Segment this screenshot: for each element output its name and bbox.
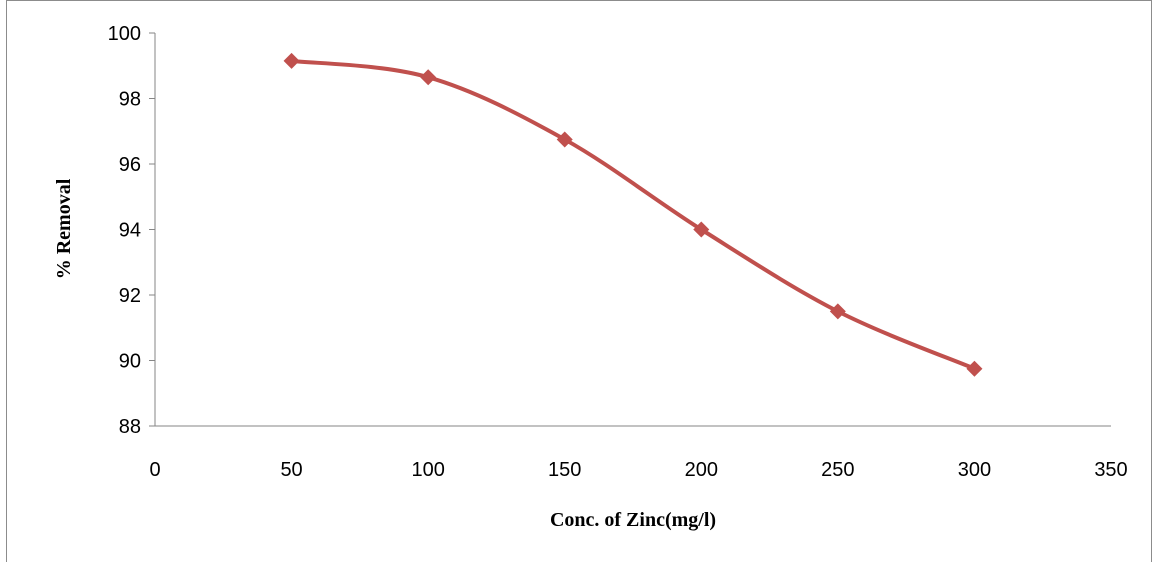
- data-point-marker: [693, 221, 710, 238]
- y-tick-label: 90: [119, 351, 141, 373]
- x-tick-label: 350: [1094, 459, 1127, 481]
- chart-frame: [6, 0, 1152, 562]
- data-point-marker: [556, 131, 573, 148]
- y-axis-title: % Removal: [53, 178, 75, 279]
- x-tick-label: 300: [958, 459, 991, 481]
- y-tick-label: 98: [119, 89, 141, 111]
- x-tick-label: 150: [548, 459, 581, 481]
- y-tick-label: 92: [119, 285, 141, 307]
- x-tick-labels: 0 50 100 150 200 250 300 350: [149, 459, 1127, 481]
- data-point-marker: [829, 303, 846, 320]
- y-tick-label: 100: [108, 23, 141, 45]
- x-tick-label: 50: [280, 459, 302, 481]
- y-tick-labels: 88 90 92 94 96 98 100: [108, 23, 155, 438]
- x-tick-label: 100: [411, 459, 444, 481]
- data-point-marker: [420, 69, 437, 86]
- series-line: [289, 58, 977, 371]
- y-tick-label: 88: [119, 416, 141, 438]
- y-tick-label: 96: [119, 154, 141, 176]
- x-tick-label: 200: [685, 459, 718, 481]
- y-tick-label: 94: [119, 220, 141, 242]
- x-tick-label: 0: [149, 459, 160, 481]
- x-axis-title: Conc. of Zinc(mg/l): [550, 509, 716, 531]
- series-markers: [283, 52, 983, 377]
- data-point-marker: [966, 360, 983, 377]
- data-point-marker: [283, 52, 300, 69]
- series-lines: [289, 58, 977, 371]
- x-tick-label: 250: [821, 459, 854, 481]
